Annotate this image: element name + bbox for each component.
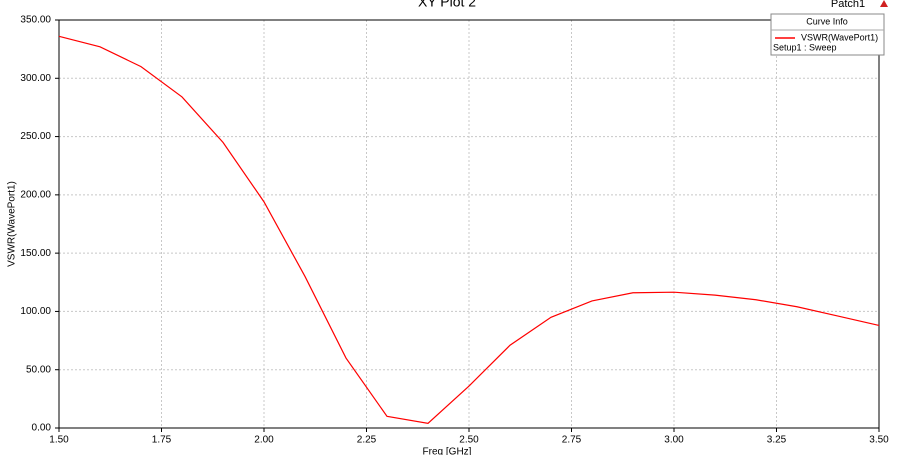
x-tick-label: 3.50: [869, 435, 889, 446]
icon: [880, 0, 888, 7]
y-tick-label: 100.00: [20, 306, 51, 317]
legend-box: [770, 13, 885, 56]
x-tick-label: 2.50: [459, 435, 479, 446]
legend: Curve Info VSWR(WavePort1) Setup1 : Swee…: [770, 13, 885, 56]
y-tick-label: 0.00: [32, 423, 52, 434]
x-tick-label: 3.25: [767, 435, 787, 446]
y-tick-label: 350.00: [20, 15, 51, 26]
x-tick-label: 1.50: [49, 435, 69, 446]
y-tick-label: 200.00: [20, 189, 51, 200]
y-tick-label: 250.00: [20, 131, 51, 142]
x-tick-label: 2.00: [254, 435, 274, 446]
chart-title: XY Plot 2: [418, 0, 476, 10]
line: [58, 35, 880, 424]
corner-label: Patch1: [831, 0, 865, 10]
y-tick-label: 50.00: [26, 364, 51, 375]
x-tick-label: 2.25: [357, 435, 377, 446]
legend-entry: VSWR(WavePort1): [801, 32, 878, 42]
legend-subtitle: Setup1 : Sweep: [773, 42, 837, 52]
x-axis-label: Freq [GHz]: [423, 447, 472, 455]
legend-title: Curve Info: [806, 16, 848, 26]
plot-frame: [58, 19, 880, 429]
y-axis-label: VSWR(WavePort1): [7, 181, 18, 267]
x-tick-label: 1.75: [152, 435, 172, 446]
y-tick-label: 150.00: [20, 248, 51, 259]
x-tick-label: 3.00: [664, 435, 684, 446]
x-tick-label: 2.75: [562, 435, 582, 446]
y-tick-label: 300.00: [20, 73, 51, 84]
